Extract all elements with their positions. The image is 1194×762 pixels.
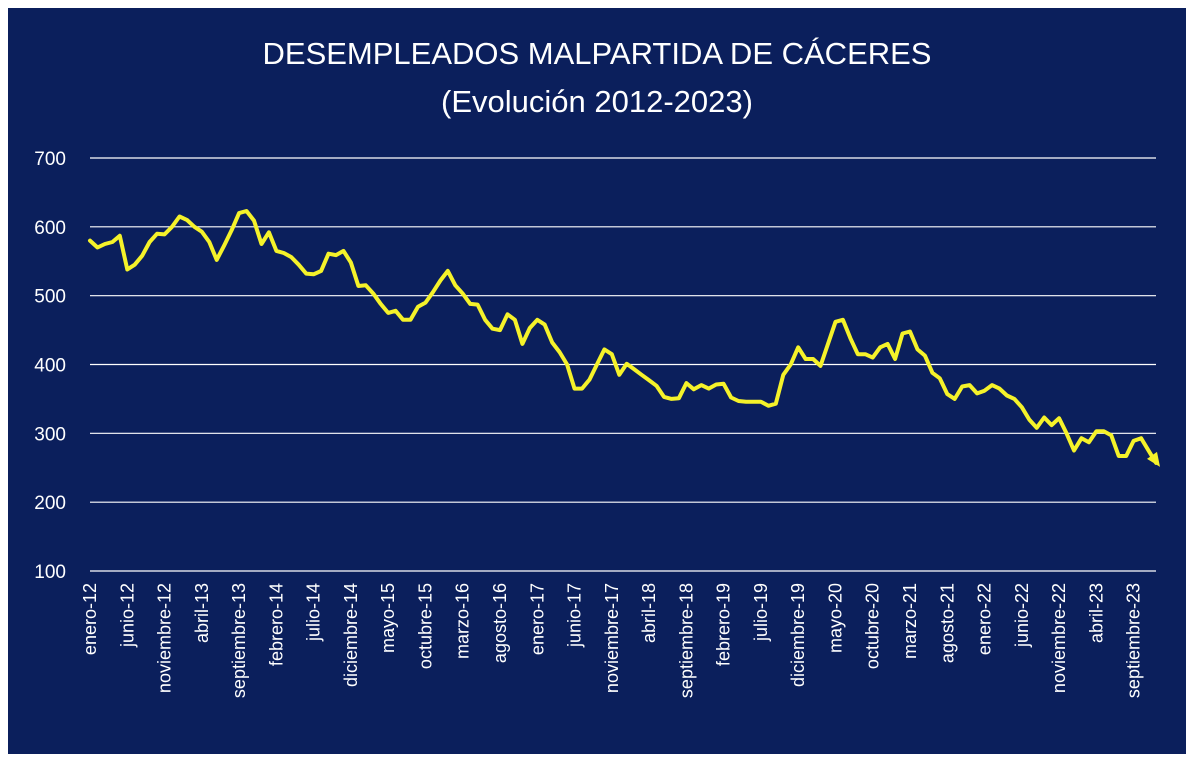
x-tick-label: diciembre-19: [788, 583, 808, 687]
y-tick-label: 300: [34, 424, 66, 445]
chart-panel: DESEMPLEADOS MALPARTIDA DE CÁCERES (Evol…: [8, 8, 1186, 754]
x-tick-label: julio-14: [304, 583, 324, 642]
x-tick-label: enero-12: [80, 583, 100, 655]
x-tick-label: junio-22: [1012, 583, 1032, 648]
x-tick-label: octubre-20: [863, 583, 883, 669]
x-tick-label: agosto-16: [490, 583, 510, 663]
y-tick-label: 200: [34, 493, 66, 514]
x-tick-label: marzo-16: [453, 583, 473, 659]
chart-subtitle: (Evolución 2012-2023): [441, 84, 753, 119]
x-tick-label: septiembre-23: [1124, 583, 1144, 698]
x-tick-label: noviembre-22: [1049, 583, 1069, 693]
x-tick-label: septiembre-18: [676, 583, 696, 698]
x-tick-label: enero-22: [975, 583, 995, 655]
x-tick-label: noviembre-12: [155, 583, 175, 693]
y-tick-label: 500: [34, 287, 66, 308]
x-tick-label: abril-18: [639, 583, 659, 643]
x-tick-label: mayo-20: [826, 583, 846, 653]
line-end-arrow: [1147, 451, 1160, 467]
y-tick-label: 100: [34, 562, 66, 583]
y-tick-label: 400: [34, 356, 66, 377]
x-tick-label: febrero-14: [266, 583, 286, 666]
x-tick-label: septiembre-13: [229, 583, 249, 698]
x-tick-label: mayo-15: [378, 583, 398, 653]
x-tick-label: enero-17: [527, 583, 547, 655]
series-line: [88, 209, 1158, 465]
x-tick-label: julio-19: [751, 583, 771, 642]
x-tick-label: octubre-15: [416, 583, 436, 669]
x-tick-label: abril-13: [192, 583, 212, 643]
x-tick-label: abril-23: [1086, 583, 1106, 643]
x-tick-label: junio-17: [565, 583, 585, 648]
y-tick-label: 700: [34, 149, 66, 170]
x-tick-label: diciembre-14: [341, 583, 361, 687]
x-tick-label: noviembre-17: [602, 583, 622, 693]
chart-title: DESEMPLEADOS MALPARTIDA DE CÁCERES: [262, 36, 932, 71]
x-tick-label: junio-12: [117, 583, 137, 648]
x-tick-label: agosto-21: [937, 583, 957, 663]
line-chart: 100 200 300 400 500 600 700 enero-12 junio-12 nov…: [34, 149, 1160, 698]
y-tick-label: 600: [34, 218, 66, 239]
x-tick-label: marzo-21: [900, 583, 920, 659]
x-tick-label: febrero-19: [714, 583, 734, 666]
